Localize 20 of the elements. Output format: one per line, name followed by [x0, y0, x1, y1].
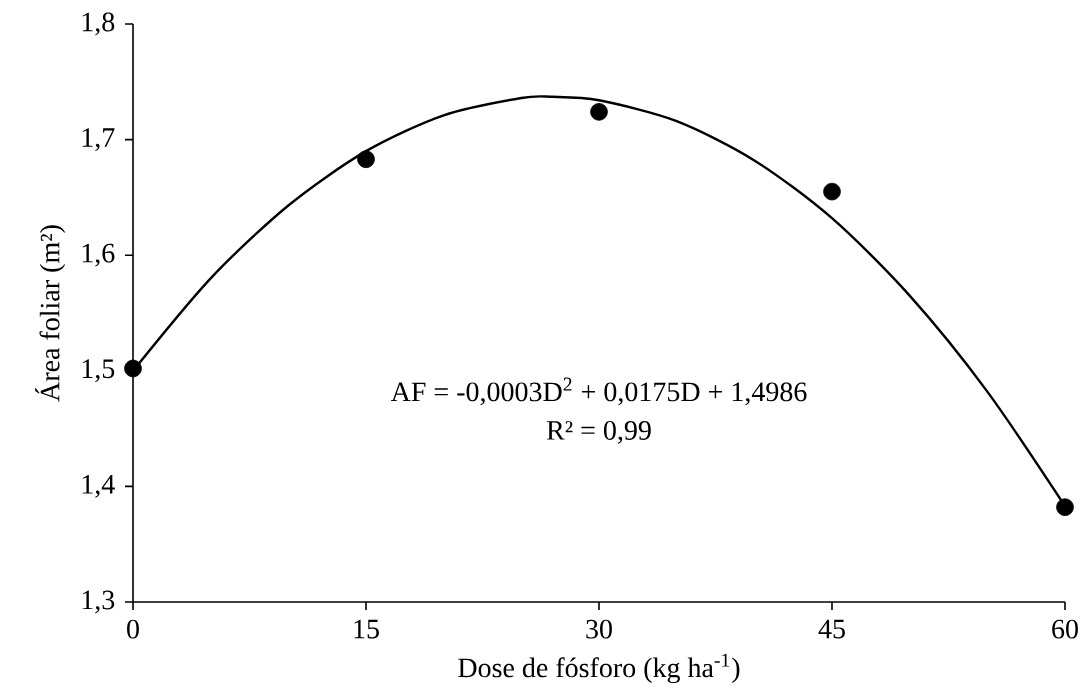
y-tick-label: 1,4: [82, 474, 115, 498]
point: [1056, 498, 1074, 516]
y-tick-label: 1,8: [82, 12, 115, 36]
x-tick-label: 30: [586, 619, 612, 639]
y-axis-title: Área foliar (m²): [35, 225, 66, 402]
point: [590, 103, 608, 121]
x-tick-label: 15: [354, 619, 379, 639]
x-tick-label: 60: [1052, 619, 1078, 639]
x-axis-title: Dose de fósforo (kg ha$^{-1}$): [458, 653, 740, 684]
y-tick-label: 1,7: [82, 128, 115, 151]
y-tick-label: 1,3: [82, 590, 115, 614]
point: [124, 359, 142, 378]
annotation: R² = 0,99: [546, 420, 651, 444]
y-tick-label: 1,6: [82, 243, 115, 267]
x-tick-label: 45: [818, 619, 845, 639]
point: [357, 150, 375, 169]
x-tick-label: 0: [127, 619, 139, 639]
point: [823, 182, 841, 201]
annotation: AF = -0,0003D$^{2}$ + 0,0175D + 1,4986: [390, 377, 807, 406]
y-tick-label: 1,5: [82, 359, 115, 383]
